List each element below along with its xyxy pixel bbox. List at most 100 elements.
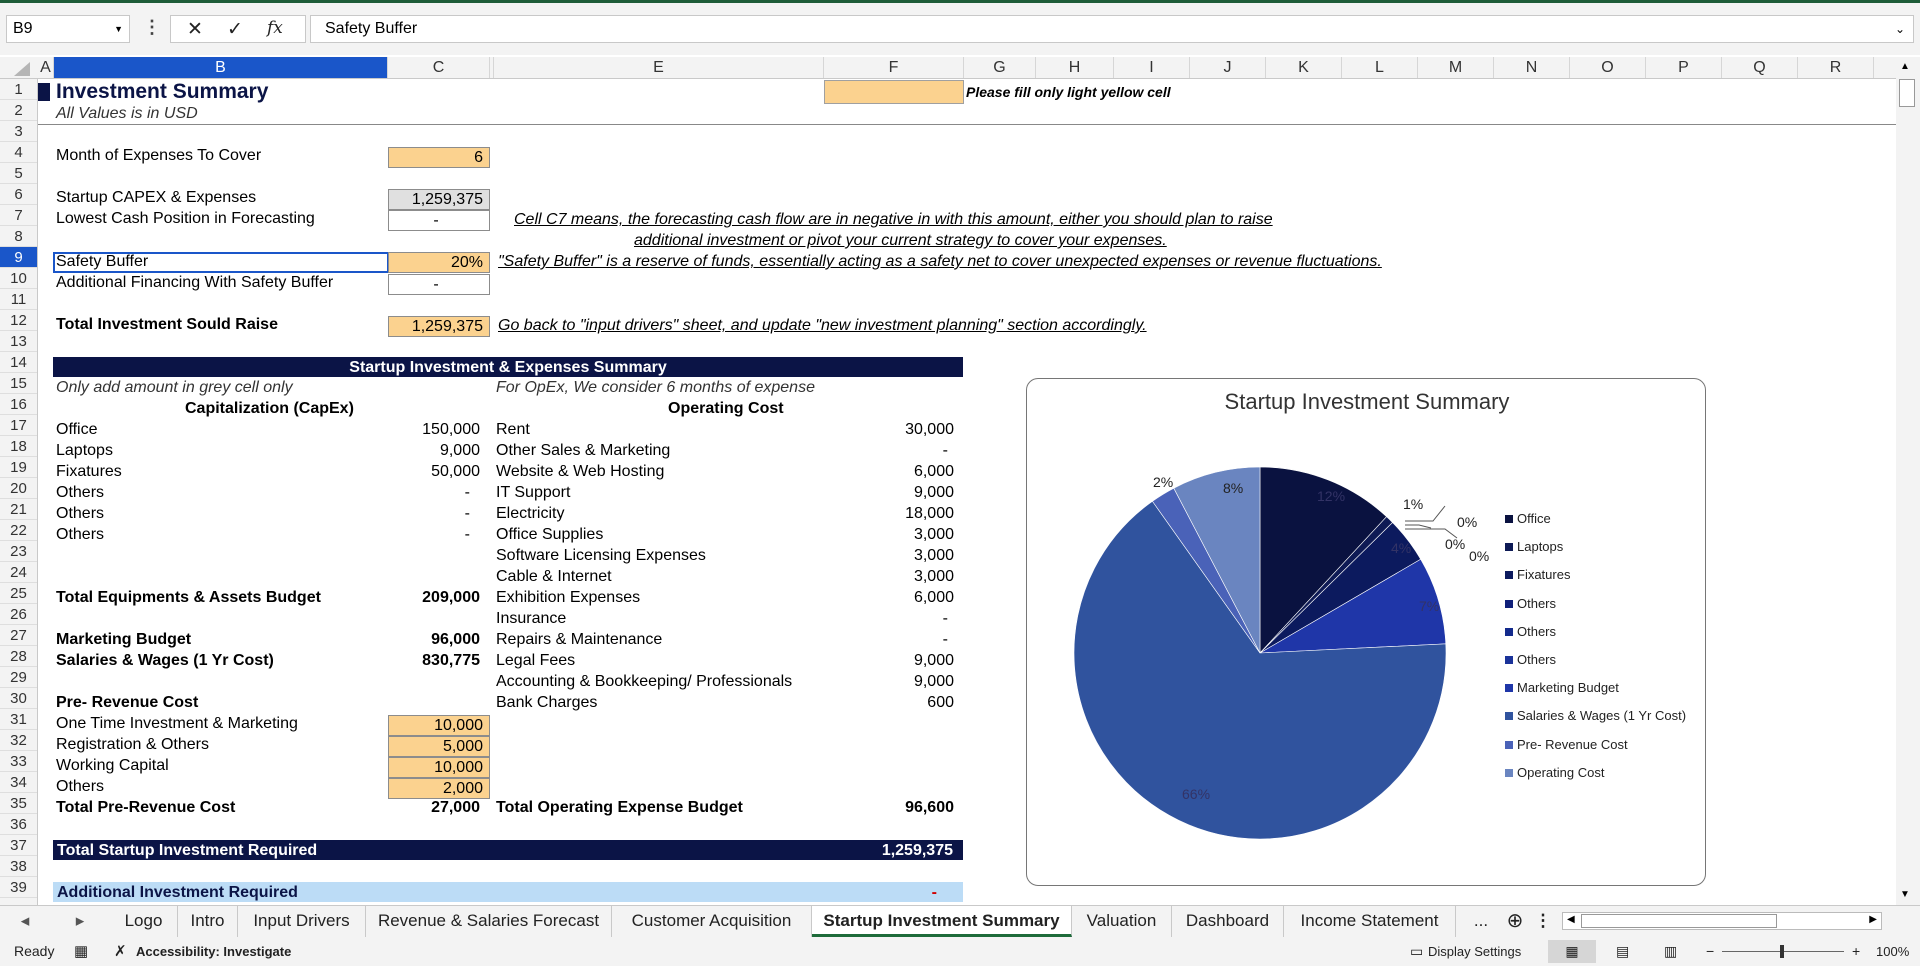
tab-customer-acquisition[interactable]: Customer Acquisition (612, 906, 812, 937)
column-header[interactable]: P (1646, 57, 1722, 78)
row-header[interactable]: 36 (0, 814, 37, 835)
lowest-value[interactable]: - (388, 210, 490, 231)
legend-entry[interactable]: Office (1505, 511, 1686, 539)
row-header[interactable]: 28 (0, 646, 37, 667)
months-input[interactable]: 6 (388, 147, 490, 168)
tab-income-statement[interactable]: Income Statement (1284, 906, 1456, 937)
row-header[interactable]: 20 (0, 478, 37, 499)
insert-function-icon[interactable]: fx (267, 18, 283, 38)
name-box-dropdown-icon[interactable]: ▼ (114, 24, 123, 34)
row-header[interactable]: 7 (0, 205, 37, 226)
row-header[interactable]: 32 (0, 730, 37, 751)
row-header[interactable]: 24 (0, 562, 37, 583)
zoom-slider-thumb[interactable] (1780, 945, 1784, 958)
row-header[interactable]: 16 (0, 394, 37, 415)
row-header[interactable]: 31 (0, 709, 37, 730)
tab-revenue-salaries[interactable]: Revenue & Salaries Forecast (366, 906, 612, 937)
addfin-value[interactable]: - (388, 274, 490, 295)
row-header[interactable]: 18 (0, 436, 37, 457)
scroll-up-icon[interactable]: ▲ (1900, 61, 1910, 72)
h-scroll-thumb[interactable] (1581, 914, 1777, 928)
zoom-in-icon[interactable]: + (1852, 943, 1861, 959)
legend-entry[interactable]: Pre- Revenue Cost (1505, 737, 1686, 765)
row-header[interactable]: 8 (0, 226, 37, 247)
row-header[interactable]: 34 (0, 772, 37, 793)
row-header[interactable]: 11 (0, 289, 37, 310)
prerev-item-input[interactable]: 10,000 (388, 715, 490, 736)
capex-value[interactable]: 1,259,375 (388, 189, 490, 210)
tab-intro[interactable]: Intro (178, 906, 238, 937)
row-header[interactable]: 22 (0, 520, 37, 541)
legend-yellow-cell[interactable] (824, 80, 964, 104)
vertical-scrollbar[interactable]: ▲ ▼ (1896, 57, 1920, 905)
row-header[interactable]: 35 (0, 793, 37, 814)
row-header[interactable]: 30 (0, 688, 37, 709)
enter-icon[interactable]: ✓ (227, 19, 243, 40)
prerev-item-input[interactable]: 2,000 (388, 778, 490, 799)
legend-entry[interactable]: Laptops (1505, 539, 1686, 567)
row-header[interactable]: 1 (0, 79, 37, 100)
worksheet-grid[interactable]: Investment Summary Please fill only ligh… (38, 79, 1896, 905)
select-all-corner[interactable] (0, 57, 38, 78)
name-box[interactable]: B9 ▼ (6, 15, 130, 43)
prerev-item-input[interactable]: 10,000 (388, 757, 490, 778)
row-header[interactable]: 12 (0, 310, 37, 331)
pie-slice[interactable] (1073, 500, 1447, 840)
column-header[interactable]: H (1036, 57, 1114, 78)
row-header[interactable]: 19 (0, 457, 37, 478)
tab-prev-icon[interactable]: ◂ (20, 911, 30, 930)
row-header[interactable]: 38 (0, 856, 37, 877)
row-header[interactable]: 25 (0, 583, 37, 604)
prerev-item-input[interactable]: 5,000 (388, 736, 490, 757)
row-header[interactable]: 9 (0, 247, 37, 268)
column-header[interactable] (490, 57, 494, 78)
row-header[interactable]: 21 (0, 499, 37, 520)
column-header[interactable]: C (388, 57, 490, 78)
column-header[interactable]: N (1494, 57, 1570, 78)
row-header[interactable]: 23 (0, 541, 37, 562)
column-header[interactable]: F (824, 57, 964, 78)
tab-next-icon[interactable]: ▸ (75, 911, 85, 930)
display-settings[interactable]: Display Settings (1428, 944, 1522, 959)
column-header[interactable]: E (494, 57, 824, 78)
macro-record-icon[interactable]: ▦ (74, 943, 89, 960)
column-header[interactable]: Q (1722, 57, 1798, 78)
expand-formula-icon[interactable]: ⌄ (1894, 22, 1905, 36)
row-header[interactable]: 39 (0, 877, 37, 898)
row-header[interactable]: 14 (0, 352, 37, 373)
column-header[interactable]: G (964, 57, 1036, 78)
page-layout-icon[interactable]: ▤ (1616, 943, 1630, 959)
row-header[interactable]: 37 (0, 835, 37, 856)
row-header[interactable]: 5 (0, 163, 37, 184)
accessibility-status[interactable]: Accessibility: Investigate (136, 944, 292, 959)
safety-input[interactable]: 20% (388, 252, 490, 273)
more-options-icon[interactable]: ⋮ (143, 17, 161, 37)
column-header[interactable]: O (1570, 57, 1646, 78)
page-break-icon[interactable]: ▥ (1664, 943, 1678, 959)
row-header[interactable]: 17 (0, 415, 37, 436)
column-header[interactable]: I (1114, 57, 1190, 78)
tabs-overflow[interactable]: ... (1473, 911, 1489, 930)
scroll-left-icon[interactable]: ◀ (1567, 914, 1575, 925)
legend-entry[interactable]: Operating Cost (1505, 765, 1686, 793)
tabs-more-icon[interactable]: ⋮ (1534, 911, 1552, 930)
horizontal-scrollbar[interactable]: ◀ ▶ (1562, 912, 1882, 930)
scroll-down-icon[interactable]: ▼ (1900, 889, 1910, 900)
column-header[interactable]: B (54, 57, 388, 78)
zoom-level[interactable]: 100% (1876, 944, 1910, 959)
zoom-out-icon[interactable]: − (1706, 943, 1715, 959)
formula-input[interactable]: Safety Buffer ⌄ (310, 15, 1914, 43)
row-header[interactable]: 33 (0, 751, 37, 772)
column-header[interactable]: J (1190, 57, 1266, 78)
column-header[interactable]: K (1266, 57, 1342, 78)
pie-slice[interactable] (1259, 466, 1387, 654)
row-header[interactable]: 13 (0, 331, 37, 352)
scroll-right-icon[interactable]: ▶ (1869, 914, 1877, 925)
row-header[interactable]: 3 (0, 121, 37, 142)
tab-logo[interactable]: Logo (110, 906, 178, 937)
legend-entry[interactable]: Marketing Budget (1505, 680, 1686, 708)
column-header[interactable]: A (38, 57, 54, 78)
row-header[interactable]: 26 (0, 604, 37, 625)
pie-chart[interactable]: Startup Investment Summary 12% 1% 4% 0% 0% 0%… (1026, 378, 1706, 886)
add-sheet-icon[interactable]: ⊕ (1506, 910, 1524, 932)
